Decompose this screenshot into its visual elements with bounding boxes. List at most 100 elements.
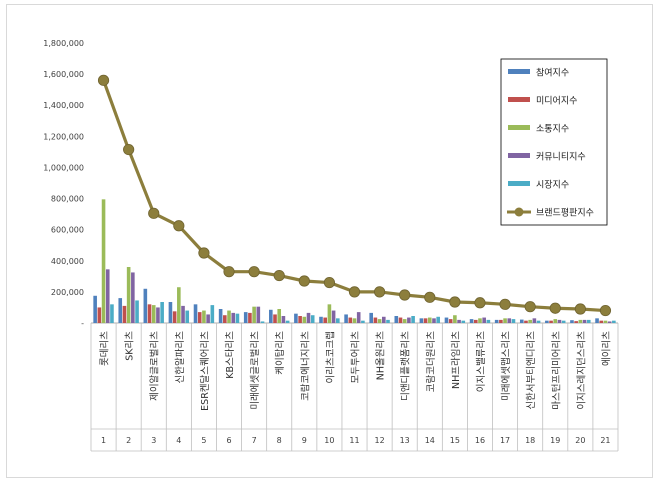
x-rank-label: 8: [277, 436, 282, 445]
x-category-label: 코람코에너지리츠: [299, 331, 311, 401]
bar: [160, 302, 164, 323]
x-category-label: 마스턴프리미어리츠: [551, 331, 562, 410]
bar: [260, 321, 265, 323]
bar: [101, 199, 106, 323]
bar: [122, 305, 127, 323]
y-tick-label: 200,000: [51, 288, 84, 297]
x-category-label: 에이리츠: [601, 331, 612, 366]
x-category-label: 모두투어리츠: [351, 331, 362, 384]
bar: [561, 320, 566, 323]
bar: [511, 319, 516, 323]
line-point: [223, 266, 235, 278]
bar: [574, 321, 578, 323]
bar: [248, 312, 252, 323]
x-rank-label: 4: [176, 436, 181, 445]
bar: [135, 300, 139, 323]
chart-frame: - 200,000 400,000 600,000 800,000 1,000,000 1,…: [6, 4, 653, 478]
bar: [402, 319, 407, 323]
bar: [177, 287, 181, 323]
x-rank-label: 6: [226, 436, 231, 445]
legend-label: 시장지수: [536, 180, 569, 191]
bar: [156, 307, 160, 323]
bar: [285, 320, 290, 323]
bar: [419, 318, 424, 323]
bar: [369, 312, 373, 323]
bar: [273, 314, 277, 323]
bar: [93, 295, 97, 323]
x-category-label: 미래에셋맵스리츠: [500, 331, 512, 401]
bar: [553, 319, 558, 323]
line-point: [348, 286, 361, 298]
bar: [423, 318, 428, 323]
bar: [411, 316, 415, 323]
bar: [524, 320, 528, 323]
bar: [210, 305, 215, 323]
x-rank-label: 21: [600, 436, 610, 445]
line-point: [323, 276, 336, 289]
x-rank-label: 16: [475, 436, 485, 445]
bar: [444, 317, 449, 323]
bar: [231, 312, 236, 323]
legend-label: 브랜드평판지수: [536, 208, 594, 219]
bar: [302, 316, 307, 323]
bar: [503, 318, 507, 323]
line-point: [574, 303, 586, 315]
y-tick-label: -: [81, 319, 84, 328]
x-category-label: NH프라임리츠: [450, 331, 462, 389]
y-tick-label: 800,000: [51, 195, 84, 204]
bar: [549, 320, 553, 323]
x-category-label: 신한서부티엔디리츠: [526, 331, 537, 410]
bar: [373, 317, 378, 323]
x-rank-label: 9: [302, 436, 307, 445]
bar: [344, 314, 348, 323]
x-rank-label: 2: [126, 436, 131, 445]
legend-swatch: [508, 153, 530, 158]
y-tick-label: 1,400,000: [43, 101, 84, 110]
line-point: [399, 289, 411, 301]
x-rank-label: 13: [400, 436, 410, 445]
bar: [599, 320, 604, 323]
line-point: [273, 269, 285, 282]
bar: [398, 317, 403, 323]
x-category-label: ESR켄달스퀘어리츠: [199, 331, 211, 411]
x-rank-label: 3: [151, 436, 156, 445]
bar: [545, 320, 549, 323]
bar: [168, 302, 173, 323]
bar: [323, 317, 328, 323]
bar: [486, 319, 491, 323]
x-rank-label: 14: [425, 436, 435, 445]
bar: [202, 310, 206, 323]
x-rank-label: 5: [201, 436, 206, 445]
bar: [570, 320, 574, 323]
bar: [603, 320, 608, 323]
bar: [453, 315, 457, 323]
bar: [427, 317, 432, 323]
bar: [352, 318, 357, 323]
bar: [331, 310, 336, 323]
bar: [243, 312, 248, 323]
line-point: [97, 74, 110, 86]
x-rank-label: 1: [101, 436, 106, 445]
bar: [193, 304, 198, 323]
x-category-label: 코람코더원리츠: [425, 331, 437, 392]
bar: [185, 310, 190, 323]
chart-svg: - 200,000 400,000 600,000 800,000 1,000,000 1,…: [43, 39, 619, 452]
x-rank-label: 20: [575, 436, 585, 445]
line-point: [599, 304, 612, 317]
bar: [532, 318, 537, 323]
bar: [151, 305, 156, 323]
y-tick-label: 1,800,000: [43, 39, 84, 48]
bar: [310, 315, 315, 323]
bar: [595, 318, 599, 323]
bar: [281, 316, 286, 323]
x-category-label: 제이알글로벌리츠: [150, 331, 161, 401]
x-category-label: 케이탑리츠: [274, 331, 286, 375]
bar: [252, 306, 256, 323]
bar: [519, 319, 524, 323]
legend-swatch: [508, 181, 530, 186]
bar: [319, 316, 323, 323]
bar: [507, 318, 512, 323]
bar: [227, 310, 231, 323]
y-tick-label: 1,600,000: [43, 70, 84, 79]
x-rank-label: 15: [450, 436, 460, 445]
